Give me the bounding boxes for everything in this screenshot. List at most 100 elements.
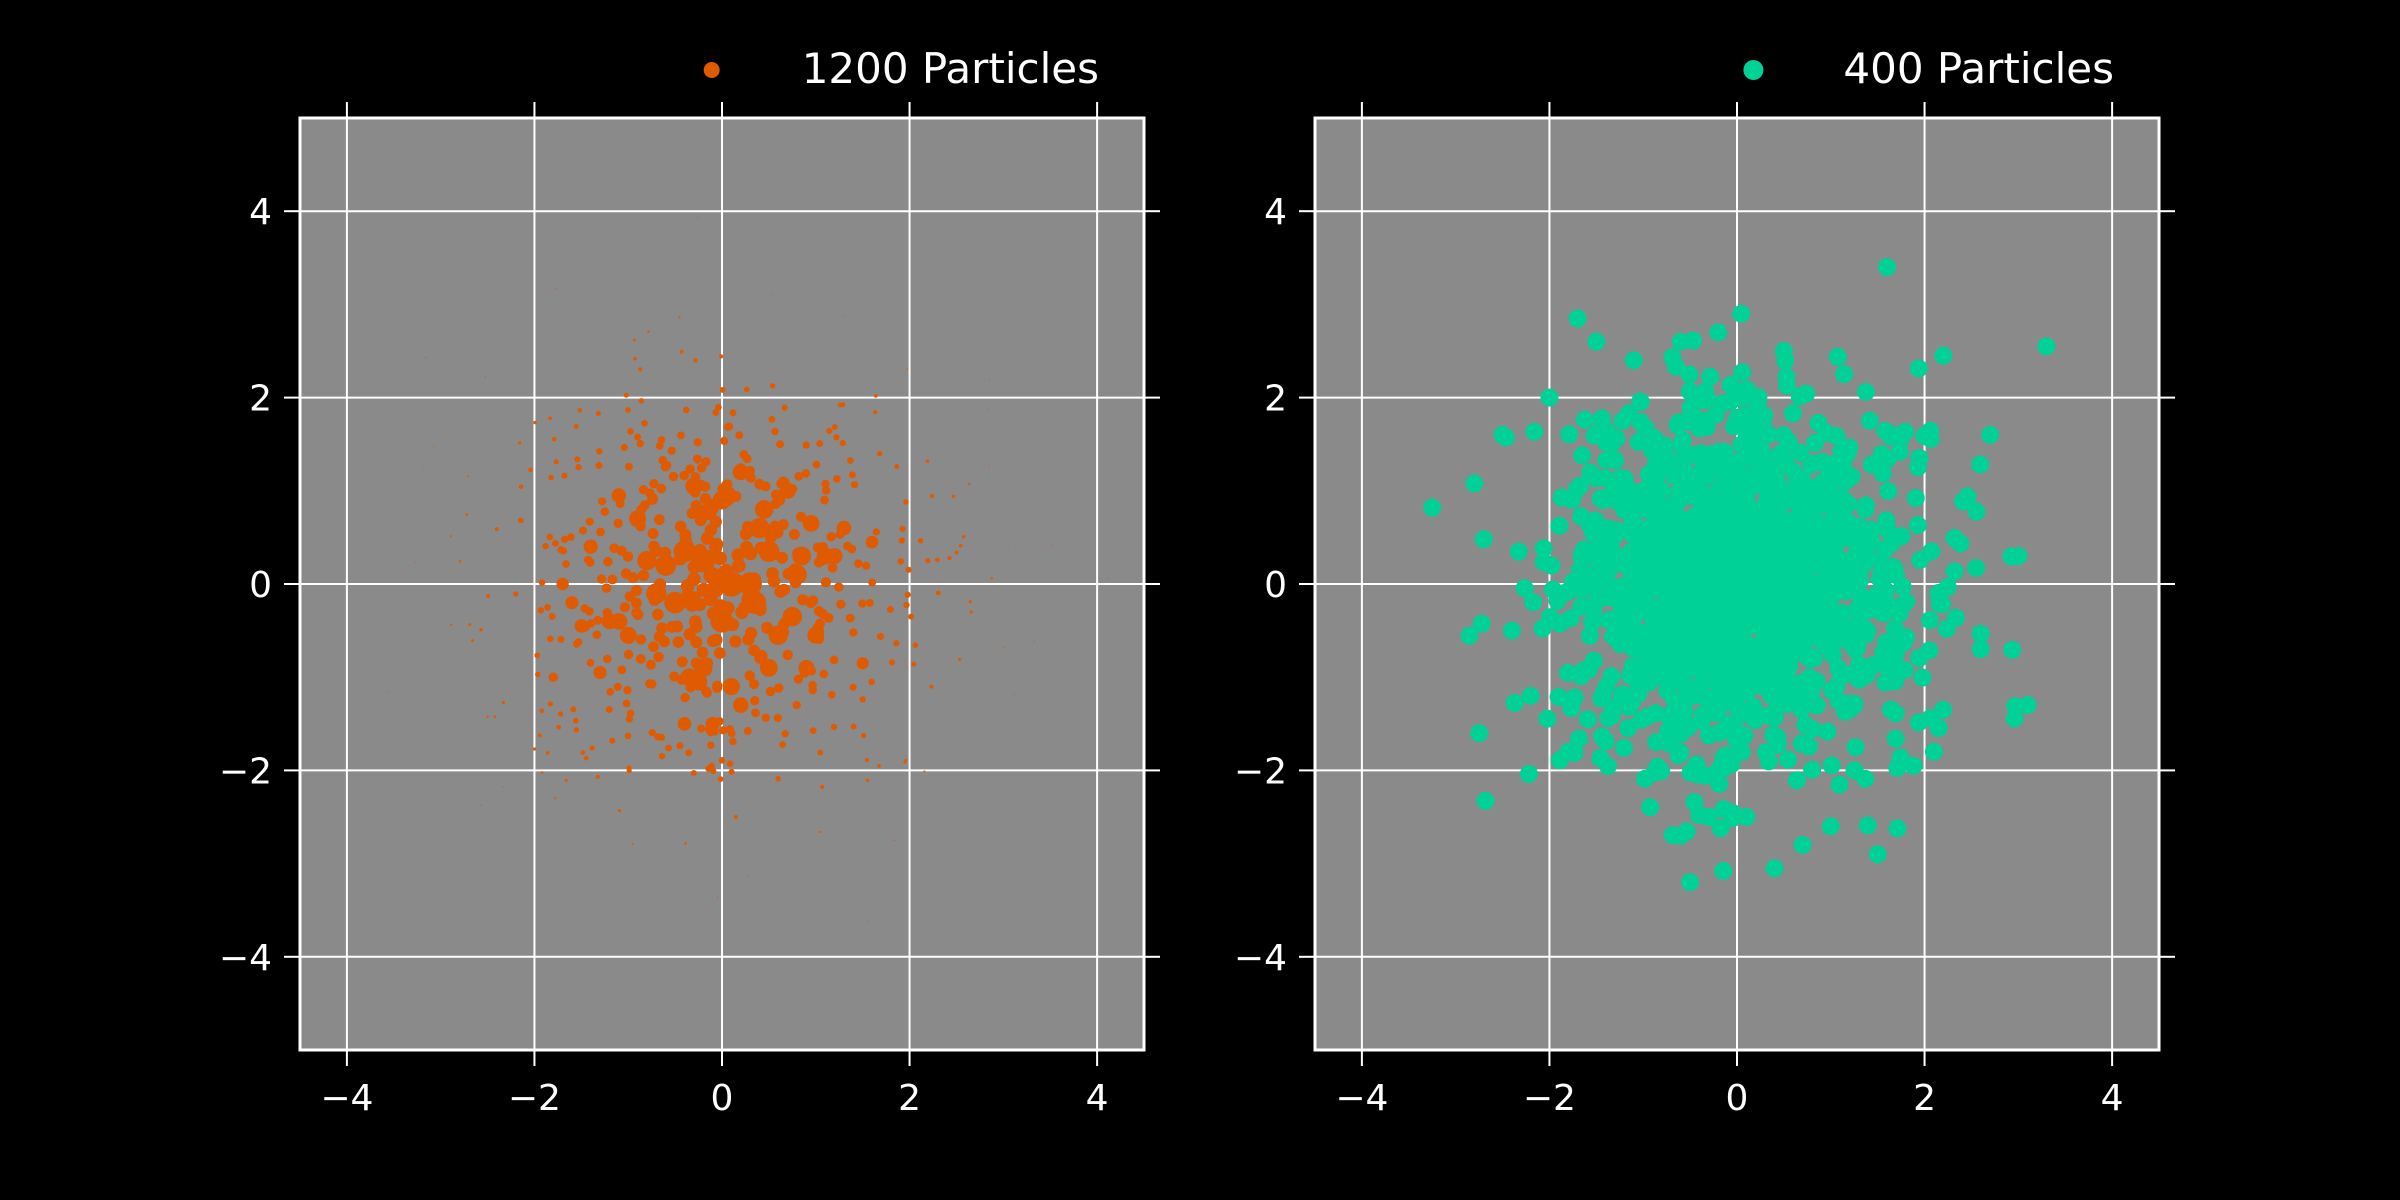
left-particle xyxy=(425,357,427,359)
right-particle xyxy=(1807,526,1826,545)
left-particle xyxy=(710,768,717,775)
left-particle xyxy=(715,403,722,411)
left-particle xyxy=(820,495,829,505)
left-particle xyxy=(859,696,866,703)
left-particle xyxy=(624,462,633,471)
left-particle xyxy=(658,636,670,648)
right-particle xyxy=(1888,819,1907,838)
right-particle xyxy=(1733,363,1752,382)
left-particle xyxy=(613,518,623,528)
left-particle xyxy=(833,434,840,441)
right-particle xyxy=(1920,611,1939,630)
right-particle xyxy=(1719,668,1738,687)
left-particle xyxy=(484,376,486,378)
left-particle xyxy=(688,615,702,629)
right-particle xyxy=(1826,631,1845,650)
left-particle xyxy=(792,700,801,710)
left-particle xyxy=(865,535,879,549)
left-particle xyxy=(849,628,858,637)
right-particle xyxy=(1920,641,1939,660)
left-xtick-label: 0 xyxy=(711,1078,734,1119)
right-particle xyxy=(1580,515,1599,534)
left-particle xyxy=(848,471,856,479)
left-particle xyxy=(872,528,880,536)
left-particle xyxy=(486,715,489,718)
left-particle xyxy=(739,450,749,459)
left-particle xyxy=(798,659,815,676)
right-particle xyxy=(1886,704,1905,723)
right-particle xyxy=(1868,845,1887,864)
left-particle xyxy=(690,636,703,649)
right-particle xyxy=(1674,717,1693,736)
right-particle xyxy=(1967,558,1986,577)
left-particle xyxy=(728,768,735,775)
right-particle xyxy=(1549,687,1568,706)
left-particle xyxy=(743,727,752,736)
right-particle xyxy=(1951,534,1970,553)
left-particle xyxy=(718,726,727,735)
right-particle xyxy=(1519,764,1538,783)
left-particle xyxy=(468,623,472,627)
left-particle xyxy=(702,687,712,698)
right-particle xyxy=(1717,472,1736,491)
left-particle xyxy=(751,708,760,718)
right-particle xyxy=(1779,750,1798,769)
right-particle xyxy=(1874,604,1893,623)
right-particle xyxy=(1565,688,1584,707)
right-particle xyxy=(1856,382,1875,401)
right-particle xyxy=(1885,426,1904,445)
left-particle xyxy=(678,316,681,319)
left-particle xyxy=(551,436,557,442)
right-particle xyxy=(1691,538,1710,557)
left-particle xyxy=(814,618,826,629)
left-particle xyxy=(501,700,505,705)
left-particle xyxy=(837,402,843,408)
left-particle xyxy=(696,582,711,597)
left-particle xyxy=(729,635,742,648)
left-particle xyxy=(817,608,828,619)
right-particle xyxy=(1611,614,1630,633)
left-particle xyxy=(710,609,734,633)
right-particle xyxy=(1778,376,1797,395)
left-particle xyxy=(761,713,770,722)
left-particle xyxy=(842,314,844,316)
right-particle xyxy=(1829,692,1848,711)
right-particle xyxy=(1524,593,1543,612)
right-particle xyxy=(1673,437,1692,456)
left-particle xyxy=(449,535,452,538)
left-particle xyxy=(831,424,838,430)
left-particle xyxy=(754,500,774,519)
right-particle xyxy=(1712,524,1731,543)
right-particle xyxy=(1696,382,1715,401)
left-particle xyxy=(595,461,603,469)
left-particle xyxy=(818,830,821,834)
left-particle xyxy=(556,724,562,730)
left-particle xyxy=(602,654,612,664)
right-particle xyxy=(1646,500,1665,519)
right-particle xyxy=(2009,547,2028,566)
left-particle xyxy=(652,608,664,621)
left-particle xyxy=(1013,693,1016,696)
left-particle xyxy=(862,561,871,570)
left-particle xyxy=(821,479,830,488)
right-particle xyxy=(1660,511,1679,530)
right-particle xyxy=(1714,861,1733,880)
left-particle xyxy=(547,701,553,707)
left-particle xyxy=(610,612,628,630)
left-particle xyxy=(617,808,622,813)
left-particle xyxy=(548,672,558,682)
left-particle xyxy=(574,619,589,633)
left-particle xyxy=(836,520,852,536)
left-particle xyxy=(633,356,637,361)
left-ytick-label: 2 xyxy=(249,379,272,420)
right-particle xyxy=(1809,413,1828,432)
right-particle xyxy=(1967,502,1986,521)
left-particle xyxy=(760,658,778,677)
left-particle xyxy=(600,507,610,516)
right-particle xyxy=(1908,516,1927,535)
left-particle xyxy=(669,671,680,682)
right-particle xyxy=(1671,826,1690,845)
right-particle xyxy=(1771,635,1790,654)
left-particle xyxy=(636,440,644,448)
left-particle xyxy=(697,724,706,733)
